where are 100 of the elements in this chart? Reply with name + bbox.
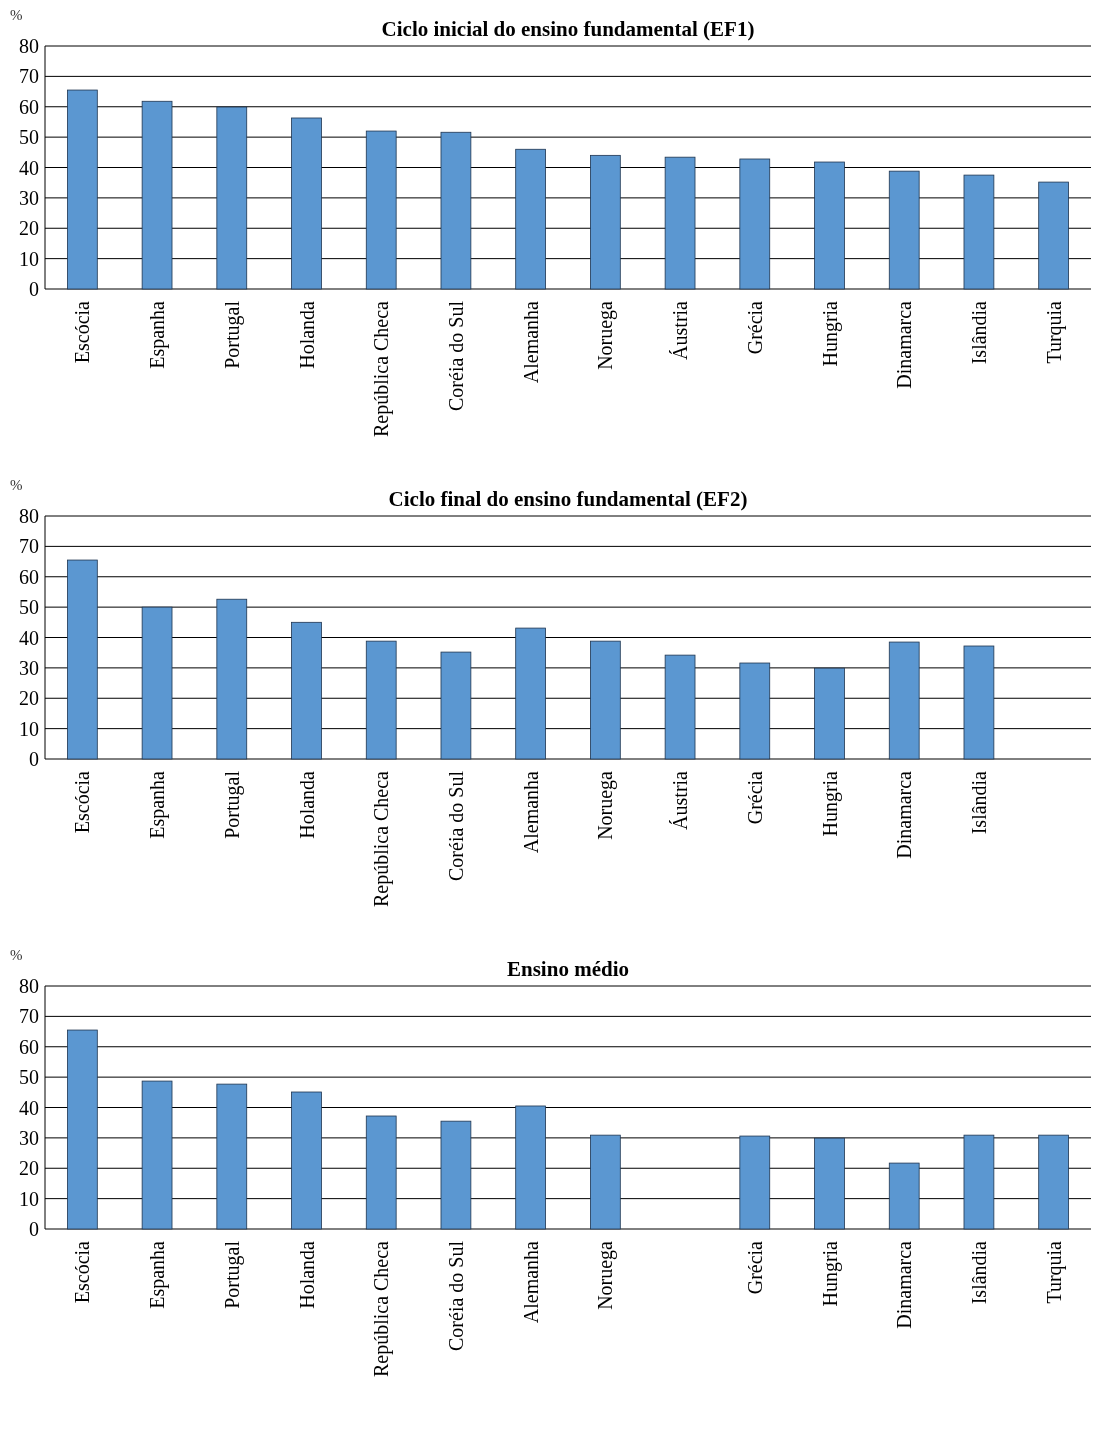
x-tick-label: República Checa xyxy=(370,1240,394,1378)
bar xyxy=(67,559,98,760)
x-tick-label: Hungria xyxy=(818,300,842,367)
y-tick-label: 30 xyxy=(19,1126,39,1149)
y-tick-label: 50 xyxy=(19,1066,39,1089)
x-tick-label: Grécia xyxy=(743,1240,766,1295)
y-tick-label: 10 xyxy=(19,247,39,270)
y-tick-label: 40 xyxy=(19,626,39,649)
y-tick-label: 60 xyxy=(19,95,39,118)
x-tick-label: Grécia xyxy=(743,300,766,355)
x-tick-label: Holanda xyxy=(295,1240,318,1309)
bar xyxy=(141,606,173,760)
bar xyxy=(963,645,995,760)
y-tick-label: 70 xyxy=(19,65,39,88)
y-tick-label: 80 xyxy=(19,505,39,527)
x-tick-label: Grécia xyxy=(743,770,766,825)
y-tick-label: 60 xyxy=(19,1035,39,1058)
bar xyxy=(739,662,771,760)
bar xyxy=(67,1029,98,1230)
x-tick-label: Espanha xyxy=(146,1240,170,1309)
chart-title: Ensino médio xyxy=(507,957,629,981)
y-tick-label: 80 xyxy=(19,975,39,997)
x-tick-label: Portugal xyxy=(220,300,244,369)
bar xyxy=(440,131,472,290)
bar xyxy=(963,174,995,290)
y-tick-label: 0 xyxy=(29,1218,39,1240)
x-tick-label: Áustria xyxy=(669,770,692,830)
bar xyxy=(814,667,845,760)
x-tick-label: Dinamarca xyxy=(893,1240,916,1329)
bar xyxy=(814,1137,845,1230)
y-tick-label: 30 xyxy=(19,656,39,679)
x-tick-label: Noruega xyxy=(594,770,618,840)
y-axis-title: % xyxy=(10,7,23,23)
bar xyxy=(963,1134,995,1230)
y-tick-label: 20 xyxy=(19,687,39,710)
y-tick-label: 10 xyxy=(19,717,39,740)
x-tick-label: Portugal xyxy=(220,1240,244,1309)
y-tick-label: 10 xyxy=(19,1187,39,1210)
x-tick-label: Hungria xyxy=(818,1240,842,1307)
y-tick-label: 70 xyxy=(19,1005,39,1028)
x-tick-label: Alemanha xyxy=(519,1240,542,1324)
x-tick-label: República Checa xyxy=(370,300,394,438)
y-tick-label: 20 xyxy=(19,1157,39,1180)
x-tick-label: Alemanha xyxy=(519,300,542,384)
bar xyxy=(141,100,173,290)
bar xyxy=(739,158,771,290)
bar xyxy=(291,117,322,290)
bar xyxy=(814,161,845,290)
bar xyxy=(291,621,322,760)
bar xyxy=(440,1120,472,1230)
bar xyxy=(590,1134,621,1230)
bar xyxy=(590,154,621,290)
y-tick-label: 0 xyxy=(29,278,39,300)
bar xyxy=(1038,1134,1069,1230)
bar xyxy=(515,627,546,760)
x-tick-label: Hungria xyxy=(818,770,842,837)
x-tick-label: Turquia xyxy=(1042,300,1066,364)
x-tick-label: Coréia do Sul xyxy=(444,1240,467,1351)
y-tick-label: 40 xyxy=(19,1096,39,1119)
x-tick-label: Espanha xyxy=(146,770,170,839)
bar xyxy=(664,654,696,760)
x-tick-label: Espanha xyxy=(146,300,170,369)
bar xyxy=(291,1091,322,1230)
y-tick-label: 50 xyxy=(19,596,39,619)
x-tick-label: Escócia xyxy=(71,300,94,364)
bar xyxy=(888,1162,920,1230)
x-tick-label: Islândia xyxy=(967,770,990,835)
x-tick-label: Islândia xyxy=(967,300,990,365)
x-tick-label: Escócia xyxy=(71,1240,94,1304)
bar xyxy=(664,156,696,290)
y-tick-label: 30 xyxy=(19,186,39,209)
y-axis-title: % xyxy=(10,477,23,493)
bar xyxy=(365,1115,397,1230)
y-tick-label: 0 xyxy=(29,748,39,770)
bar xyxy=(365,130,397,290)
y-tick-label: 70 xyxy=(19,535,39,558)
bar xyxy=(216,106,248,290)
x-tick-label: Holanda xyxy=(295,770,318,839)
x-tick-label: Noruega xyxy=(594,1240,618,1310)
x-tick-label: Turquia xyxy=(1042,1240,1066,1304)
bar xyxy=(888,641,920,760)
y-tick-label: 40 xyxy=(19,156,39,179)
y-tick-label: 80 xyxy=(19,35,39,57)
x-tick-label: Alemanha xyxy=(519,770,542,854)
bar xyxy=(515,1105,546,1230)
x-tick-label: Coréia do Sul xyxy=(444,770,467,881)
y-tick-label: 50 xyxy=(19,126,39,149)
x-tick-label: Holanda xyxy=(295,300,318,369)
bar xyxy=(888,170,920,290)
bar xyxy=(515,148,546,290)
x-tick-label: República Checa xyxy=(370,770,394,908)
bar xyxy=(739,1135,771,1230)
x-tick-label: Islândia xyxy=(967,1240,990,1305)
x-tick-label: Dinamarca xyxy=(893,300,916,389)
y-axis-title: % xyxy=(10,947,23,963)
bar xyxy=(365,640,397,760)
bar xyxy=(216,598,248,760)
bar xyxy=(440,651,472,760)
chart-title: Ciclo inicial do ensino fundamental (EF1) xyxy=(381,17,755,41)
x-tick-label: Áustria xyxy=(669,300,692,360)
